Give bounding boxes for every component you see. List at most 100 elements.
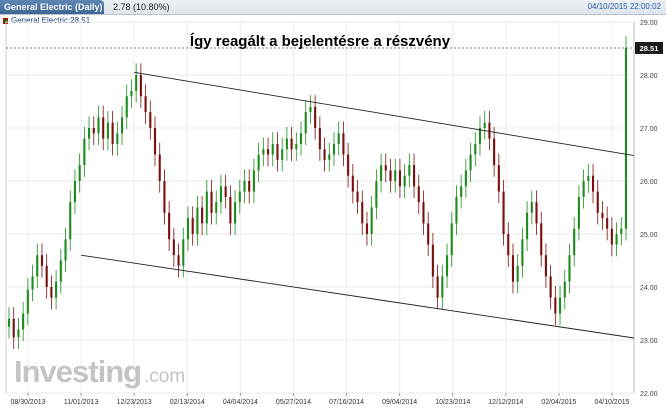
candle-body xyxy=(210,191,213,213)
candle-body xyxy=(535,202,538,224)
candle-body xyxy=(238,191,241,203)
x-tick-label: 12/23/2013 xyxy=(117,399,152,406)
candle-body xyxy=(17,329,20,338)
candle-body xyxy=(50,287,53,298)
candle-body xyxy=(234,202,237,224)
candle-body xyxy=(88,128,91,139)
chart-header-bar: General Electric (Daily) 2.78 (10.80%) 0… xyxy=(0,0,666,15)
candle-body xyxy=(554,297,557,314)
x-tick-label: 04/10/2015 xyxy=(594,399,629,406)
candle-body xyxy=(497,165,500,192)
candle-body xyxy=(544,255,547,277)
candle-body xyxy=(610,228,613,245)
candle-body xyxy=(380,165,383,181)
candle-body xyxy=(69,202,72,240)
candle-body xyxy=(521,239,524,266)
candle-body xyxy=(135,75,138,91)
candle-body xyxy=(40,255,44,266)
candle-body xyxy=(615,234,618,245)
candle-body xyxy=(295,143,298,150)
candle-body xyxy=(389,170,392,181)
candle-body xyxy=(130,90,133,97)
candle-body xyxy=(403,175,406,187)
candle-body xyxy=(318,128,321,150)
candle-body xyxy=(111,122,114,144)
candle-body xyxy=(332,143,336,155)
candle-body xyxy=(120,117,124,134)
candle-body xyxy=(559,297,562,314)
candle-body xyxy=(460,186,463,197)
candle-body xyxy=(229,196,232,224)
symbol-tab[interactable]: General Electric (Daily) xyxy=(0,0,104,14)
candle-body xyxy=(587,175,590,181)
candle-body xyxy=(540,223,543,256)
candle-body xyxy=(177,255,180,266)
candle-body xyxy=(262,149,265,155)
x-tick-label: 11/01/2013 xyxy=(64,399,99,406)
x-tick-label: 02/04/2015 xyxy=(541,399,576,406)
candle-body xyxy=(219,186,223,203)
candle-body xyxy=(97,117,100,134)
y-tick-label: 29.00 xyxy=(640,20,658,27)
y-tick-label: 22.00 xyxy=(640,391,658,398)
candle-body xyxy=(511,255,515,282)
candle-body xyxy=(577,196,580,229)
candle-body xyxy=(314,106,317,128)
candle-body xyxy=(516,265,519,282)
candle-body xyxy=(271,143,274,155)
candle-body xyxy=(163,181,166,213)
candle-body xyxy=(73,181,76,203)
y-tick-label: 24.00 xyxy=(640,285,658,292)
trend-line-upper xyxy=(134,71,635,156)
candle-body xyxy=(342,133,345,155)
candle-body xyxy=(64,239,67,261)
last-price-marker xyxy=(635,41,663,54)
candle-body xyxy=(493,138,496,166)
candle-body xyxy=(309,106,312,113)
candle-body xyxy=(549,276,552,298)
candle-body xyxy=(568,255,571,282)
candle-body xyxy=(191,218,194,234)
candle-body xyxy=(116,133,119,144)
candle-body xyxy=(252,170,255,192)
candle-body xyxy=(125,96,128,118)
candle-body xyxy=(153,128,157,155)
candle-body xyxy=(478,128,482,144)
candle-body xyxy=(224,186,227,197)
x-tick-label: 02/13/2014 xyxy=(170,399,205,406)
x-tick-label: 09/04/2014 xyxy=(382,399,417,406)
candle-body xyxy=(455,196,458,224)
candle-body xyxy=(464,170,467,187)
candle-body xyxy=(356,191,359,203)
y-tick-label: 25.00 xyxy=(640,232,658,239)
candle-body xyxy=(624,47,628,229)
candle-body xyxy=(436,276,439,298)
investing-logo-suffix: .com xyxy=(144,366,186,387)
x-tick-label: 08/30/2013 xyxy=(10,399,45,406)
candle-body xyxy=(102,117,105,139)
price-change: 2.78 (10.80%) xyxy=(113,2,170,12)
candle-body xyxy=(22,313,25,330)
candle-body xyxy=(45,265,48,287)
x-tick-label: 07/16/2014 xyxy=(329,399,364,406)
x-tick-label: 04/04/2014 xyxy=(223,399,258,406)
candle-body xyxy=(186,218,190,240)
y-tick-label: 27.00 xyxy=(640,126,658,133)
candle-body xyxy=(591,175,595,192)
chart-title: Így reagált a bejelentésre a részvény xyxy=(190,33,451,50)
candle-body xyxy=(285,138,288,150)
candle-body xyxy=(417,186,420,203)
candle-body xyxy=(55,281,58,298)
candle-body xyxy=(573,228,576,256)
candle-body xyxy=(172,239,175,256)
candle-body xyxy=(215,202,218,213)
candle-body xyxy=(488,122,491,139)
x-tick-label: 10/23/2014 xyxy=(435,399,470,406)
candle-body xyxy=(450,223,453,256)
plot-frame xyxy=(5,21,635,394)
candle-body xyxy=(182,239,185,266)
candle-body xyxy=(12,318,15,338)
candle-body xyxy=(328,154,331,160)
candle-body xyxy=(168,212,171,240)
